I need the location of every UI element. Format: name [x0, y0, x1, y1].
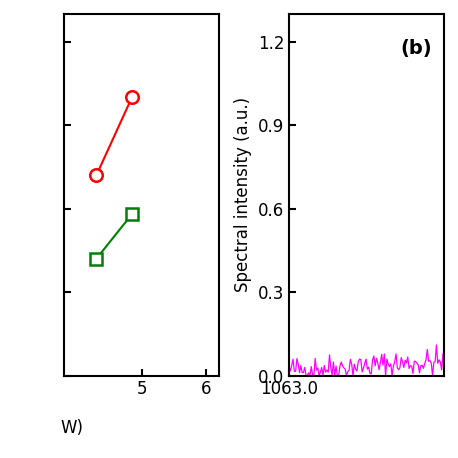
X-axis label: W): W): [60, 419, 83, 437]
Y-axis label: Spectral intensity (a.u.): Spectral intensity (a.u.): [234, 97, 252, 292]
Text: (b): (b): [401, 39, 432, 58]
